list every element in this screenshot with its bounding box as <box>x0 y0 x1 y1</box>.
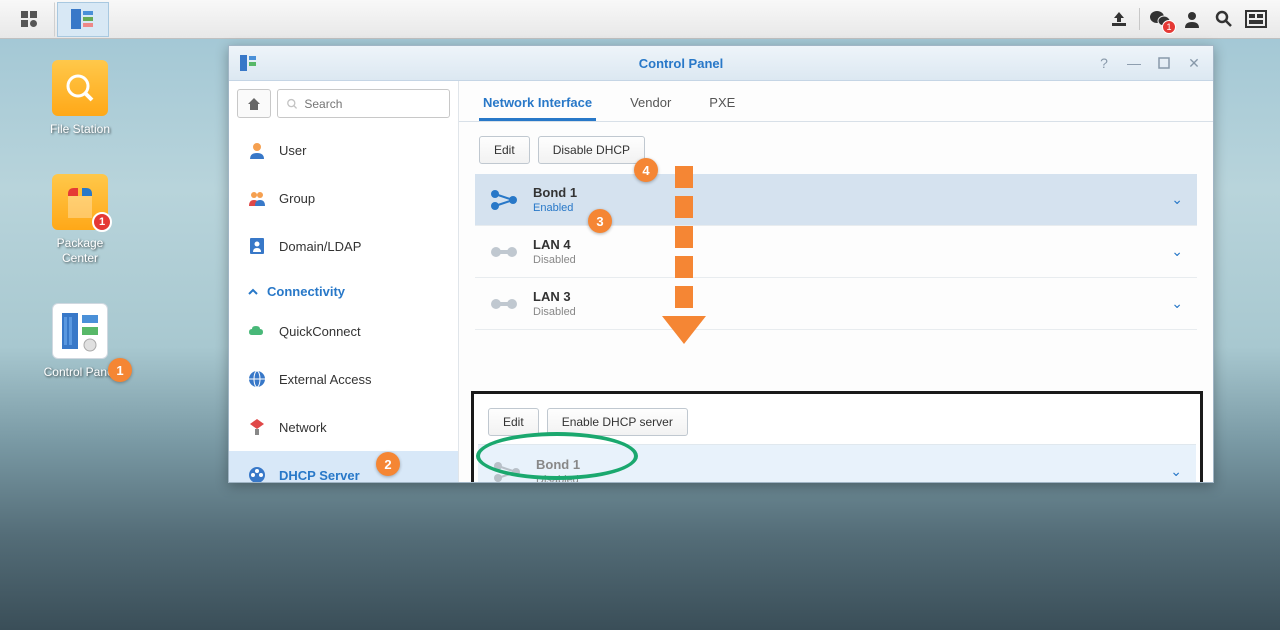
desktop-icon-package-center[interactable]: 1 Package Center <box>40 174 120 267</box>
chevron-down-icon[interactable]: ⌄ <box>1171 295 1183 312</box>
cloud-icon <box>247 321 267 341</box>
window-close-button[interactable]: ✕ <box>1185 54 1203 72</box>
chat-badge: 1 <box>1162 20 1176 34</box>
sidebar: User Group Domain/LDAP Connectivity Quic… <box>229 81 459 482</box>
chevron-down-icon[interactable]: ⌄ <box>1171 243 1183 260</box>
sidebar-item-user[interactable]: User <box>229 126 458 174</box>
sidebar-item-external[interactable]: External Access <box>229 355 458 403</box>
home-button[interactable] <box>237 89 271 118</box>
interface-status: Disabled <box>533 254 1171 266</box>
annotation-3: 3 <box>588 209 612 233</box>
user-icon <box>247 140 267 160</box>
search-icon[interactable] <box>1212 7 1236 31</box>
chat-icon[interactable]: 1 <box>1148 7 1172 31</box>
main-panel: Network Interface Vendor PXE Edit Disabl… <box>459 81 1213 482</box>
sidebar-item-label: Domain/LDAP <box>279 239 361 254</box>
taskbar: 1 <box>0 0 1280 39</box>
interface-status: Enabled <box>533 202 1171 214</box>
widgets-icon[interactable] <box>1244 7 1268 31</box>
window-titlebar[interactable]: Control Panel ? — ✕ <box>229 46 1213 81</box>
disable-dhcp-button[interactable]: Disable DHCP <box>538 136 645 164</box>
bond-icon <box>489 188 519 212</box>
control-panel-window: Control Panel ? — ✕ Us <box>228 45 1214 483</box>
chevron-up-icon <box>247 286 259 298</box>
chevron-down-icon[interactable]: ⌄ <box>1171 191 1183 208</box>
interface-name: Bond 1 <box>533 185 1171 200</box>
dhcp-icon <box>247 465 267 482</box>
badge: 1 <box>92 212 112 232</box>
window-help-button[interactable]: ? <box>1095 54 1113 72</box>
overlay-enable-dhcp-button[interactable]: Enable DHCP server <box>547 408 688 436</box>
ldap-icon <box>247 236 267 256</box>
dhcp-overlay-box: Edit Enable DHCP server Bond 1 Disabled … <box>471 391 1203 482</box>
interface-name: Bond 1 <box>536 457 1170 472</box>
tab-vendor[interactable]: Vendor <box>626 87 675 121</box>
sidebar-item-label: QuickConnect <box>279 324 361 339</box>
toolbar: Edit Disable DHCP <box>459 122 1213 174</box>
desktop: 1 File Station 1 Package Center Control … <box>0 0 1280 630</box>
upload-icon[interactable] <box>1107 7 1131 31</box>
tab-network-interface[interactable]: Network Interface <box>479 87 596 121</box>
network-icon <box>247 417 267 437</box>
window-minimize-button[interactable]: — <box>1125 54 1143 72</box>
interface-name: LAN 4 <box>533 237 1171 252</box>
lan-icon <box>489 240 519 264</box>
sidebar-item-label: Network <box>279 420 327 435</box>
lan-icon <box>489 292 519 316</box>
sidebar-section-label: Connectivity <box>267 284 345 299</box>
sidebar-item-network[interactable]: Network <box>229 403 458 451</box>
desktop-icons: File Station 1 Package Center Control Pa… <box>40 60 120 416</box>
sidebar-item-quickconnect[interactable]: QuickConnect <box>229 307 458 355</box>
tab-pxe[interactable]: PXE <box>705 87 739 121</box>
sidebar-item-group[interactable]: Group <box>229 174 458 222</box>
sidebar-item-label: Group <box>279 191 315 206</box>
annotation-2: 2 <box>376 452 400 476</box>
interface-list: Bond 1 Enabled ⌄ LAN 4 Disabled ⌄ <box>459 174 1213 330</box>
annotation-1: 1 <box>108 358 132 382</box>
overlay-interface-row[interactable]: Bond 1 Disabled ⌄ <box>478 444 1196 482</box>
group-icon <box>247 188 267 208</box>
desktop-icon-label: Package Center <box>40 236 120 267</box>
window-maximize-button[interactable] <box>1155 54 1173 72</box>
interface-row[interactable]: Bond 1 Enabled ⌄ <box>475 174 1197 226</box>
sidebar-item-label: External Access <box>279 372 372 387</box>
annotation-4: 4 <box>634 158 658 182</box>
desktop-icon-file-station[interactable]: File Station <box>40 60 120 138</box>
tabs: Network Interface Vendor PXE <box>459 81 1213 122</box>
user-icon[interactable] <box>1180 7 1204 31</box>
window-title: Control Panel <box>267 56 1095 71</box>
search-icon <box>286 97 298 111</box>
bond-icon <box>492 460 522 483</box>
interface-status: Disabled <box>536 474 1170 482</box>
overlay-edit-button[interactable]: Edit <box>488 408 539 436</box>
desktop-icon-label: File Station <box>40 122 120 138</box>
interface-name: LAN 3 <box>533 289 1171 304</box>
sidebar-item-label: DHCP Server <box>279 468 360 483</box>
chevron-down-icon[interactable]: ⌄ <box>1170 463 1182 480</box>
interface-status: Disabled <box>533 306 1171 318</box>
sidebar-item-dhcp[interactable]: DHCP Server <box>229 451 458 482</box>
sidebar-item-domain[interactable]: Domain/LDAP <box>229 222 458 270</box>
search-input[interactable] <box>304 97 441 111</box>
interface-row[interactable]: LAN 3 Disabled ⌄ <box>475 278 1197 330</box>
search-box[interactable] <box>277 89 450 118</box>
taskbar-menu-button[interactable] <box>3 2 55 37</box>
edit-button[interactable]: Edit <box>479 136 530 164</box>
sidebar-section-connectivity[interactable]: Connectivity <box>229 270 458 307</box>
taskbar-control-panel-button[interactable] <box>57 2 109 37</box>
window-icon <box>239 54 257 72</box>
interface-row[interactable]: LAN 4 Disabled ⌄ <box>475 226 1197 278</box>
sidebar-item-label: User <box>279 143 306 158</box>
globe-icon <box>247 369 267 389</box>
